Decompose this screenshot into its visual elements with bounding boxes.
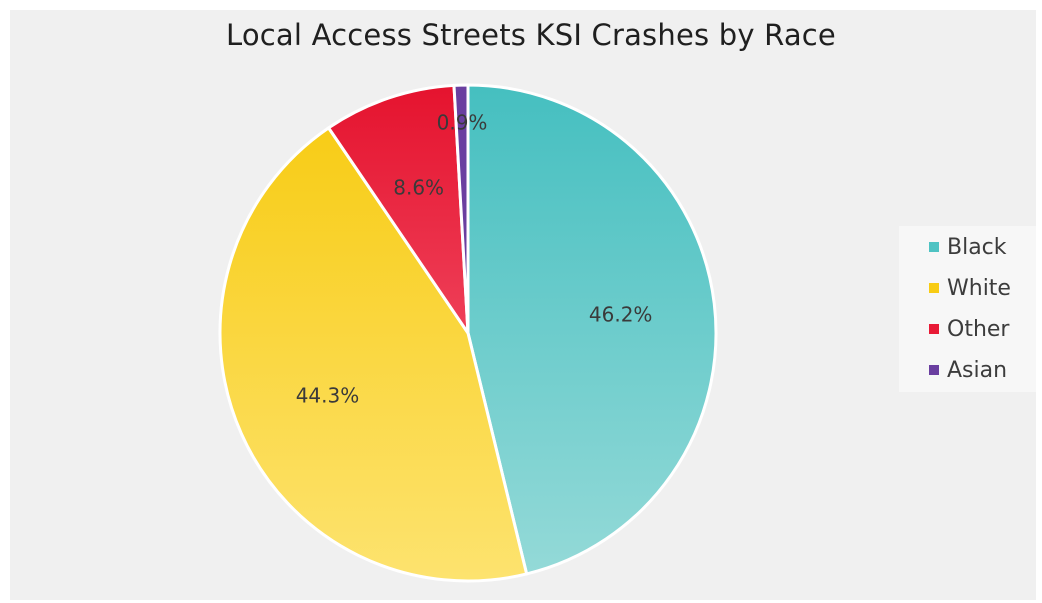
- pie-slice-other: [327, 83, 470, 335]
- legend-swatch-other: [929, 324, 939, 334]
- legend-label-asian: Asian: [947, 357, 1008, 383]
- legend-label-white: White: [947, 275, 1011, 301]
- legend-item-other: Other: [929, 315, 1009, 343]
- legend-label-black: Black: [947, 234, 1007, 260]
- legend-label-other: Other: [947, 316, 1010, 342]
- legend-item-white: White: [929, 274, 1011, 302]
- data-label-asian: 0.9%: [437, 110, 488, 134]
- chart-title: Local Access Streets KSI Crashes by Race: [226, 18, 836, 52]
- legend-swatch-asian: [929, 365, 939, 375]
- pie-slice-asian: [452, 83, 470, 335]
- pie-slice-white: [218, 126, 529, 583]
- data-label-black: 46.2%: [589, 303, 653, 327]
- legend-swatch-black: [929, 242, 939, 252]
- legend: Black White Other Asian: [899, 226, 1036, 392]
- legend-item-asian: Asian: [929, 356, 1007, 384]
- pie-slice-black: [466, 83, 718, 576]
- data-label-white: 44.3%: [296, 383, 360, 407]
- data-label-other: 8.6%: [393, 175, 444, 199]
- legend-swatch-white: [929, 283, 939, 293]
- legend-item-black: Black: [929, 233, 1007, 261]
